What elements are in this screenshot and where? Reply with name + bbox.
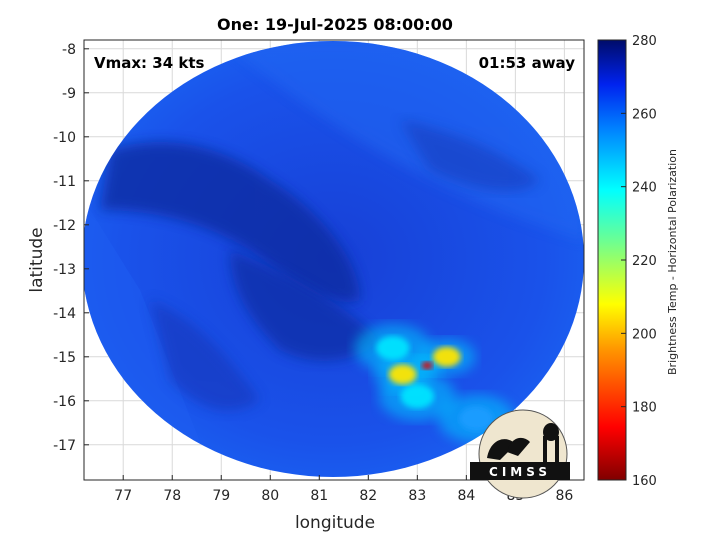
x-tick-label: 81 [310, 488, 328, 504]
convective-cell [432, 346, 461, 367]
y-axis: -8 -9 -10 -11 -12 -13 -14 -15 -16 -17 [53, 42, 89, 454]
convective-cell [400, 384, 435, 409]
colorbar-label: Brightness Temp - Horizontal Polarizatio… [666, 149, 679, 375]
axes-frame [83, 39, 585, 481]
x-tick-label: 84 [457, 488, 475, 504]
convective-cell [459, 406, 493, 431]
colorbar-tick-label: 180 [632, 401, 657, 416]
chart-title: One: 19-Jul-2025 08:00:00 [217, 15, 453, 34]
y-tick-label: -15 [53, 350, 76, 366]
convective-cell [388, 364, 417, 385]
y-tick-label: -13 [53, 262, 76, 278]
x-tick-label: 82 [359, 488, 377, 504]
colorbar-tick-label: 240 [632, 181, 657, 196]
x-tick-label: 78 [163, 488, 181, 504]
y-tick-label: -17 [53, 438, 76, 454]
time-away-annotation: 01:53 away [479, 54, 576, 72]
colorbar: 160 180 200 220 240 260 280 Brightness Temp - … [597, 34, 679, 489]
y-tick-label: -16 [53, 394, 76, 410]
y-tick-label: -12 [53, 218, 76, 234]
x-tick-label: 79 [212, 488, 230, 504]
y-tick-label: -11 [53, 174, 76, 190]
x-axis: 77787980818283848586 [114, 475, 573, 504]
convective-cell [421, 361, 433, 370]
y-tick-label: -8 [62, 42, 76, 58]
colorbar-tick-label: 260 [632, 107, 657, 122]
colorbar-tick-label: 160 [632, 474, 657, 489]
y-tick-label: -14 [53, 306, 76, 322]
x-tick-label: 83 [408, 488, 426, 504]
colorbar-tick-label: 280 [632, 34, 657, 49]
colorbar-tick-label: 200 [632, 327, 657, 342]
convective-cell [376, 336, 410, 360]
y-axis-label: latitude [27, 227, 47, 292]
x-tick-label: 80 [261, 488, 279, 504]
satellite-swath [84, 41, 584, 477]
x-tick-label: 86 [555, 488, 573, 504]
cimss-logo: CIMSS [470, 409, 570, 499]
y-tick-label: -9 [62, 86, 76, 102]
y-tick-label: -10 [53, 130, 76, 146]
cimss-logo-text: CIMSS [489, 465, 551, 479]
x-tick-label: 77 [114, 488, 132, 504]
vmax-annotation: Vmax: 34 kts [94, 54, 204, 72]
colorbar-tick-label: 220 [632, 254, 657, 269]
x-axis-label: longitude [295, 513, 375, 533]
